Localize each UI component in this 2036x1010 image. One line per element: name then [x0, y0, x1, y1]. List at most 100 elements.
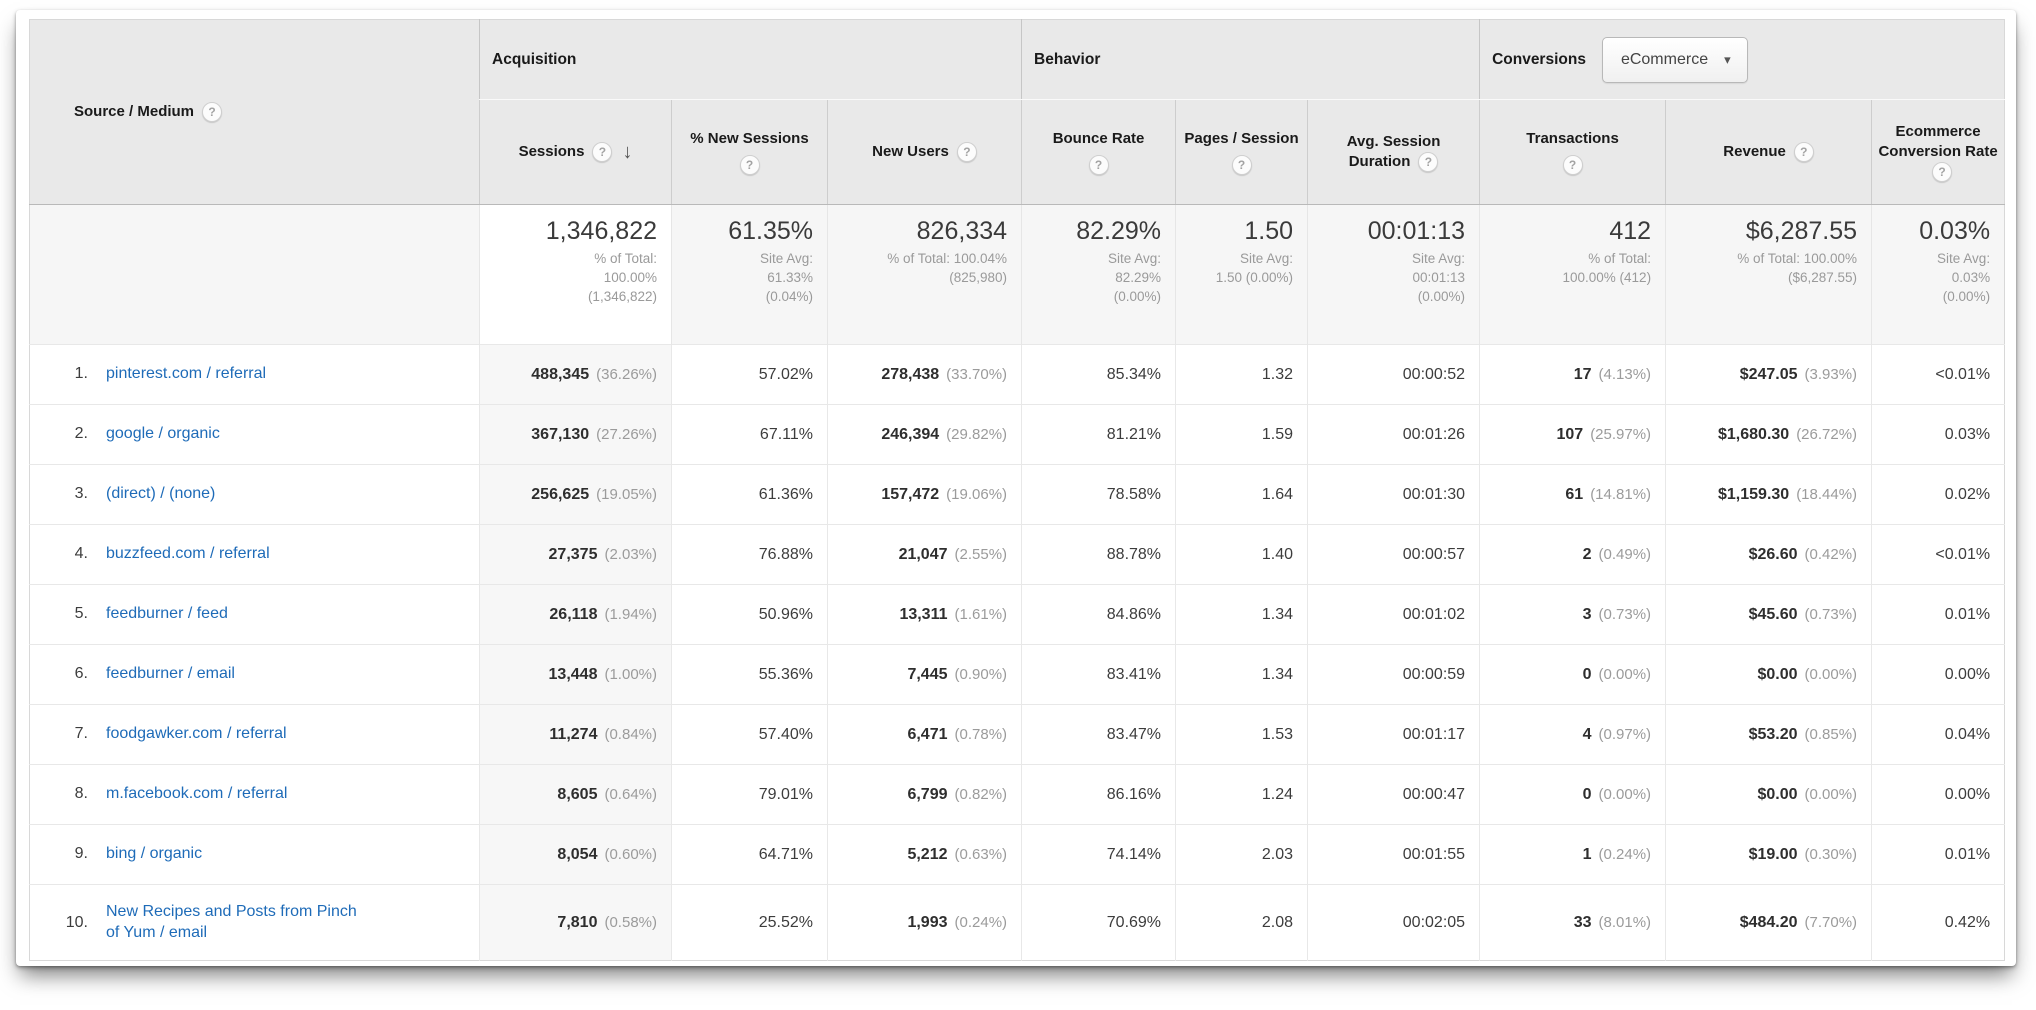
column-header-source-medium[interactable]: Source / Medium?: [29, 19, 480, 205]
cell-sessions: 488,345 (36.26%): [479, 344, 672, 405]
help-icon[interactable]: ?: [1231, 155, 1252, 176]
conversions-goal-selector[interactable]: eCommerce ▾: [1601, 36, 1748, 83]
total-ecommerce-conversion-rate: 0.03% Site Avg: 0.03% (0.00%): [1871, 204, 2005, 345]
cell-new-sessions: 76.88%: [671, 524, 828, 585]
help-icon[interactable]: ?: [1793, 142, 1814, 162]
source-medium-link[interactable]: feedburner / email: [106, 665, 235, 683]
column-header-new-sessions[interactable]: % New Sessions ?: [671, 99, 828, 205]
source-medium-link[interactable]: pinterest.com / referral: [106, 365, 267, 383]
cell-revenue: $0.00 (0.00%): [1665, 764, 1872, 825]
column-label: New Users: [872, 142, 949, 160]
cell-source-medium: 1. pinterest.com / referral: [29, 344, 480, 405]
cell-sessions: 367,130 (27.26%): [479, 404, 672, 465]
cell-avg-session-duration: 00:02:05: [1307, 884, 1480, 961]
cell-pages-session: 1.53: [1175, 704, 1308, 765]
report-card: Source / Medium? Acquisition Behavior Co…: [16, 10, 2017, 966]
cell-new-users: 7,445 (0.90%): [826, 644, 1022, 705]
section-label: Conversions: [1492, 50, 1586, 68]
source-medium-link[interactable]: feedburner / feed: [106, 605, 228, 623]
column-header-avg-session-duration[interactable]: Avg. Session Duration?: [1307, 99, 1480, 205]
row-rank: 5.: [74, 605, 88, 623]
column-header-new-users[interactable]: New Users ?: [826, 99, 1022, 205]
cell-revenue: $1,680.30 (26.72%): [1665, 404, 1872, 465]
selected-option-label: eCommerce: [1620, 50, 1709, 68]
cell-source-medium: 6. feedburner / email: [29, 644, 480, 705]
cell-new-sessions: 55.36%: [671, 644, 828, 705]
cell-ecommerce-conversion-rate: 0.00%: [1871, 764, 2005, 825]
column-header-ecommerce-conversion-rate[interactable]: Ecommerce Conversion Rate?: [1871, 99, 2005, 205]
cell-new-users: 157,472 (19.06%): [826, 464, 1022, 525]
row-rank: 9.: [74, 845, 88, 863]
source-medium-link[interactable]: (direct) / (none): [106, 485, 216, 503]
cell-ecommerce-conversion-rate: 0.04%: [1871, 704, 2005, 765]
cell-avg-session-duration: 00:01:55: [1307, 824, 1480, 885]
column-label: Revenue: [1723, 142, 1786, 160]
cell-pages-session: 1.24: [1175, 764, 1308, 825]
column-header-bounce-rate[interactable]: Bounce Rate ?: [1021, 99, 1176, 205]
cell-ecommerce-conversion-rate: 0.01%: [1871, 824, 2005, 885]
table-row: 5. feedburner / feed 26,118 (1.94%) 50.96…: [29, 584, 2005, 645]
cell-transactions: 61 (14.81%): [1479, 464, 1666, 525]
total-new-sessions: 61.35% Site Avg: 61.33% (0.04%): [671, 204, 828, 345]
total-revenue: $6,287.55 % of Total: 100.00% ($6,287.55…: [1665, 204, 1872, 345]
total-new-users: 826,334 % of Total: 100.04% (825,980): [826, 204, 1022, 345]
column-label: Pages / Session: [1184, 129, 1299, 147]
column-header-transactions[interactable]: Transactions ?: [1479, 99, 1666, 205]
row-rank: 2.: [74, 425, 88, 443]
source-medium-report-table: Source / Medium? Acquisition Behavior Co…: [29, 19, 2006, 961]
table-row: 2. google / organic 367,130 (27.26%) 67.1…: [29, 404, 2005, 465]
row-rank: 7.: [74, 725, 88, 743]
cell-pages-session: 2.08: [1175, 884, 1308, 961]
column-label: % New Sessions: [690, 129, 809, 147]
help-icon[interactable]: ?: [739, 155, 760, 176]
help-icon[interactable]: ?: [592, 142, 613, 162]
source-medium-link[interactable]: foodgawker.com / referral: [106, 725, 287, 743]
help-icon[interactable]: ?: [956, 142, 977, 162]
cell-new-sessions: 79.01%: [671, 764, 828, 825]
cell-new-sessions: 57.40%: [671, 704, 828, 765]
cell-bounce-rate: 84.86%: [1021, 584, 1176, 645]
cell-avg-session-duration: 00:01:17: [1307, 704, 1480, 765]
cell-bounce-rate: 88.78%: [1021, 524, 1176, 585]
source-medium-link[interactable]: New Recipes and Posts from Pinch of Yum …: [106, 902, 357, 941]
cell-transactions: 1 (0.24%): [1479, 824, 1666, 885]
help-icon[interactable]: ?: [1932, 162, 1953, 183]
table-body: 1,346,822 % of Total: 100.00% (1,346,822…: [29, 204, 2005, 961]
column-header-sessions[interactable]: Sessions ? ↓: [479, 99, 672, 205]
cell-new-users: 246,394 (29.82%): [826, 404, 1022, 465]
cell-source-medium: 7. foodgawker.com / referral: [29, 704, 480, 765]
cell-pages-session: 1.59: [1175, 404, 1308, 465]
help-icon[interactable]: ?: [1562, 155, 1583, 176]
cell-new-sessions: 67.11%: [671, 404, 828, 465]
cell-ecommerce-conversion-rate: 0.02%: [1871, 464, 2005, 525]
cell-new-sessions: 64.71%: [671, 824, 828, 885]
help-icon[interactable]: ?: [1088, 155, 1109, 176]
help-icon[interactable]: ?: [1418, 152, 1439, 173]
cell-transactions: 17 (4.13%): [1479, 344, 1666, 405]
total-pages-session: 1.50 Site Avg: 1.50 (0.00%): [1175, 204, 1308, 345]
column-label: Sessions: [518, 142, 585, 160]
help-icon[interactable]: ?: [202, 102, 223, 122]
cell-source-medium: 4. buzzfeed.com / referral: [29, 524, 480, 585]
cell-ecommerce-conversion-rate: <0.01%: [1871, 344, 2005, 405]
column-header-pages-session[interactable]: Pages / Session ?: [1175, 99, 1308, 205]
totals-row: 1,346,822 % of Total: 100.00% (1,346,822…: [29, 204, 2005, 345]
section-behavior: Behavior: [1021, 19, 1480, 100]
column-header-revenue[interactable]: Revenue ?: [1665, 99, 1872, 205]
cell-transactions: 107 (25.97%): [1479, 404, 1666, 465]
cell-avg-session-duration: 00:01:26: [1307, 404, 1480, 465]
row-rank: 3.: [74, 485, 88, 503]
cell-sessions: 13,448 (1.00%): [479, 644, 672, 705]
cell-bounce-rate: 85.34%: [1021, 344, 1176, 405]
row-rank: 6.: [74, 665, 88, 683]
cell-pages-session: 1.34: [1175, 584, 1308, 645]
source-medium-link[interactable]: m.facebook.com / referral: [106, 785, 288, 803]
cell-sessions: 7,810 (0.58%): [479, 884, 672, 961]
source-medium-link[interactable]: google / organic: [106, 425, 220, 443]
cell-source-medium: 2. google / organic: [29, 404, 480, 465]
source-medium-link[interactable]: bing / organic: [106, 845, 203, 863]
cell-bounce-rate: 86.16%: [1021, 764, 1176, 825]
cell-source-medium: 10. New Recipes and Posts from Pinch of …: [29, 884, 480, 961]
source-medium-link[interactable]: buzzfeed.com / referral: [106, 545, 270, 563]
table-row: 4. buzzfeed.com / referral 27,375 (2.03%)…: [29, 524, 2005, 585]
